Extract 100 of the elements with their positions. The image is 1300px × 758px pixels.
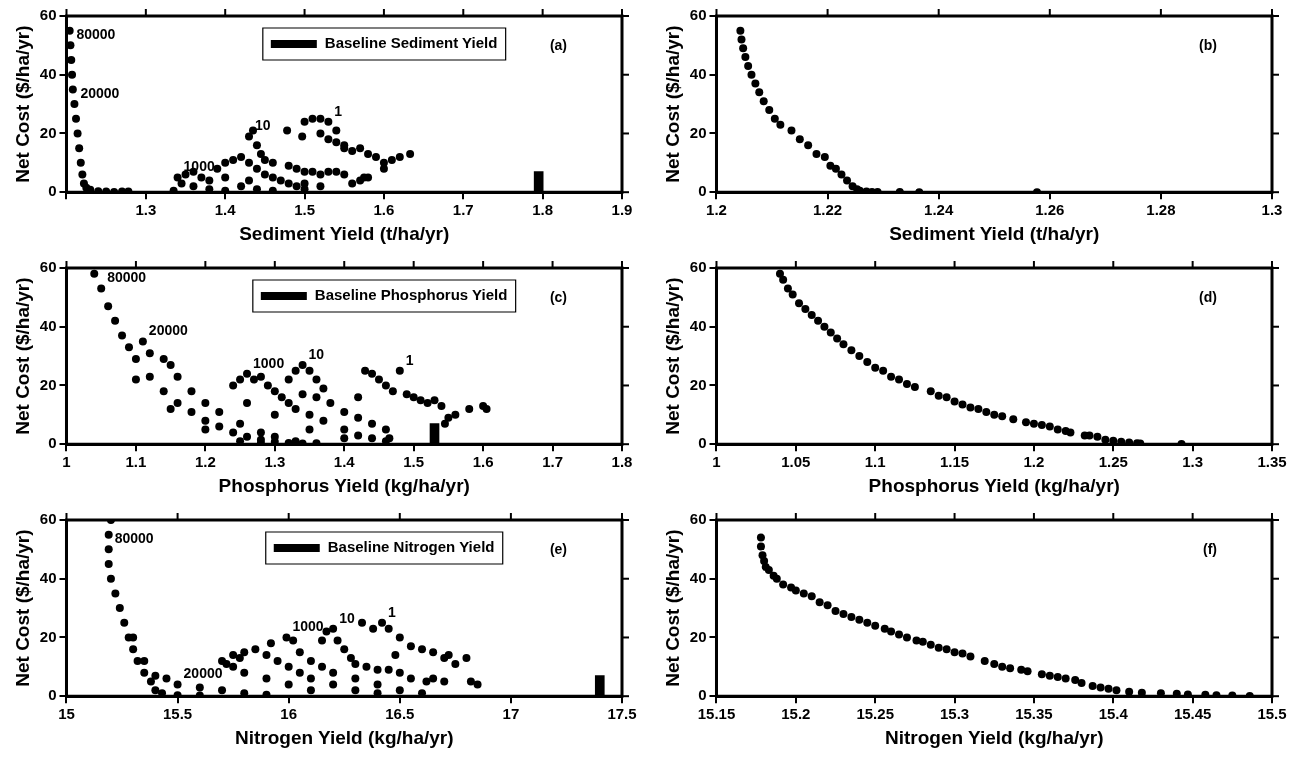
- x-tick-label: 1.2: [194, 453, 216, 471]
- x-tick-label: 16.5: [385, 705, 415, 723]
- y-tick-label: 40: [39, 316, 57, 334]
- point: [1077, 678, 1086, 687]
- x-tick-label: 1.1: [125, 453, 147, 471]
- y-tick-label: 20: [39, 627, 57, 645]
- x-axis-title: Nitrogen Yield (kg/ha/yr): [234, 726, 454, 748]
- point: [1053, 673, 1062, 682]
- x-tick-label: 1.35: [1257, 453, 1287, 471]
- point: [779, 275, 788, 284]
- point: [812, 150, 821, 159]
- y-tick-label: 20: [689, 627, 707, 645]
- x-axis-title: Sediment Yield (t/ha/yr): [889, 222, 1100, 244]
- y-axis-title: Net Cost ($/ha/yr): [661, 529, 683, 687]
- point: [839, 340, 848, 349]
- point: [756, 533, 765, 542]
- point: [895, 630, 904, 639]
- annotation: (d): [1199, 288, 1217, 305]
- annotation: 80000: [76, 26, 116, 43]
- point: [807, 592, 816, 601]
- y-tick-label: 20: [39, 123, 57, 141]
- x-tick-label: 15.15: [697, 705, 736, 723]
- x-tick-label: 17.5: [607, 705, 637, 723]
- point: [791, 586, 800, 595]
- x-tick-label: 1.7: [452, 201, 474, 219]
- x-tick-label: 16: [280, 705, 298, 723]
- x-tick-label: 1: [62, 453, 71, 471]
- point: [998, 412, 1007, 421]
- point: [1125, 687, 1134, 696]
- point: [1045, 671, 1054, 680]
- point: [1101, 435, 1110, 444]
- x-tick-label: 15.5: [1257, 705, 1287, 723]
- x-tick-label: 1.2: [1023, 453, 1045, 471]
- point: [775, 269, 784, 278]
- x-tick-label: 1.2: [706, 201, 727, 219]
- point: [950, 648, 959, 657]
- x-tick-label: 15.2: [781, 705, 811, 723]
- annotation: 20000: [183, 665, 223, 682]
- point: [934, 391, 943, 400]
- point: [837, 170, 846, 179]
- point: [1104, 684, 1113, 693]
- point: [902, 633, 911, 642]
- point: [795, 135, 804, 144]
- point: [1066, 428, 1075, 437]
- point: [807, 310, 816, 319]
- legend-label: Baseline Phosphorus Yield: [314, 286, 508, 304]
- y-tick-label: 20: [689, 375, 707, 393]
- x-tick-label: 1.3: [1182, 453, 1204, 471]
- point: [950, 397, 959, 406]
- point: [831, 607, 840, 616]
- x-tick-label: 15.45: [1173, 705, 1212, 723]
- annotation: (a): [549, 36, 567, 53]
- annotation: 10: [308, 345, 325, 362]
- annotation: 80000: [114, 530, 154, 547]
- point: [966, 652, 975, 661]
- point: [974, 404, 983, 413]
- point: [1093, 432, 1102, 441]
- x-tick-label: 1.3: [1261, 201, 1283, 219]
- point: [871, 621, 880, 630]
- y-axis-title: Net Cost ($/ha/yr): [11, 529, 33, 687]
- point: [1009, 415, 1018, 424]
- annotation: 1000: [253, 354, 285, 371]
- point: [902, 380, 911, 388]
- y-tick-label: 0: [698, 686, 707, 704]
- y-tick-label: 60: [39, 510, 57, 528]
- x-tick-label: 15.3: [939, 705, 970, 723]
- annotation: 10: [255, 117, 271, 134]
- point: [741, 53, 750, 62]
- y-tick-label: 60: [39, 6, 57, 24]
- point: [942, 393, 951, 402]
- annotation: 80000: [107, 269, 147, 286]
- x-tick-label: 17: [502, 705, 520, 723]
- point: [863, 357, 872, 366]
- point: [787, 126, 796, 135]
- point: [759, 97, 768, 106]
- point: [1037, 670, 1046, 679]
- x-tick-label: 1.4: [333, 453, 356, 471]
- point: [880, 624, 889, 633]
- point: [1023, 667, 1032, 676]
- x-tick-label: 1.6: [373, 201, 395, 219]
- point: [831, 164, 840, 173]
- point: [926, 387, 935, 396]
- point: [879, 366, 888, 375]
- point: [739, 44, 748, 53]
- point: [779, 580, 788, 589]
- point: [1053, 425, 1062, 434]
- annotation: 1: [405, 351, 414, 368]
- point: [820, 152, 829, 161]
- point: [990, 659, 999, 668]
- point: [863, 618, 872, 627]
- annotation: (c): [549, 288, 567, 305]
- x-tick-label: 1.8: [532, 201, 554, 219]
- annotation: 1: [334, 102, 343, 119]
- x-tick-label: 1.5: [403, 453, 425, 471]
- point: [1006, 664, 1015, 673]
- point: [1112, 686, 1121, 695]
- y-tick-label: 0: [48, 686, 57, 704]
- annotation: (f): [1203, 540, 1217, 557]
- x-tick-label: 1.25: [1098, 453, 1128, 471]
- point: [804, 141, 813, 150]
